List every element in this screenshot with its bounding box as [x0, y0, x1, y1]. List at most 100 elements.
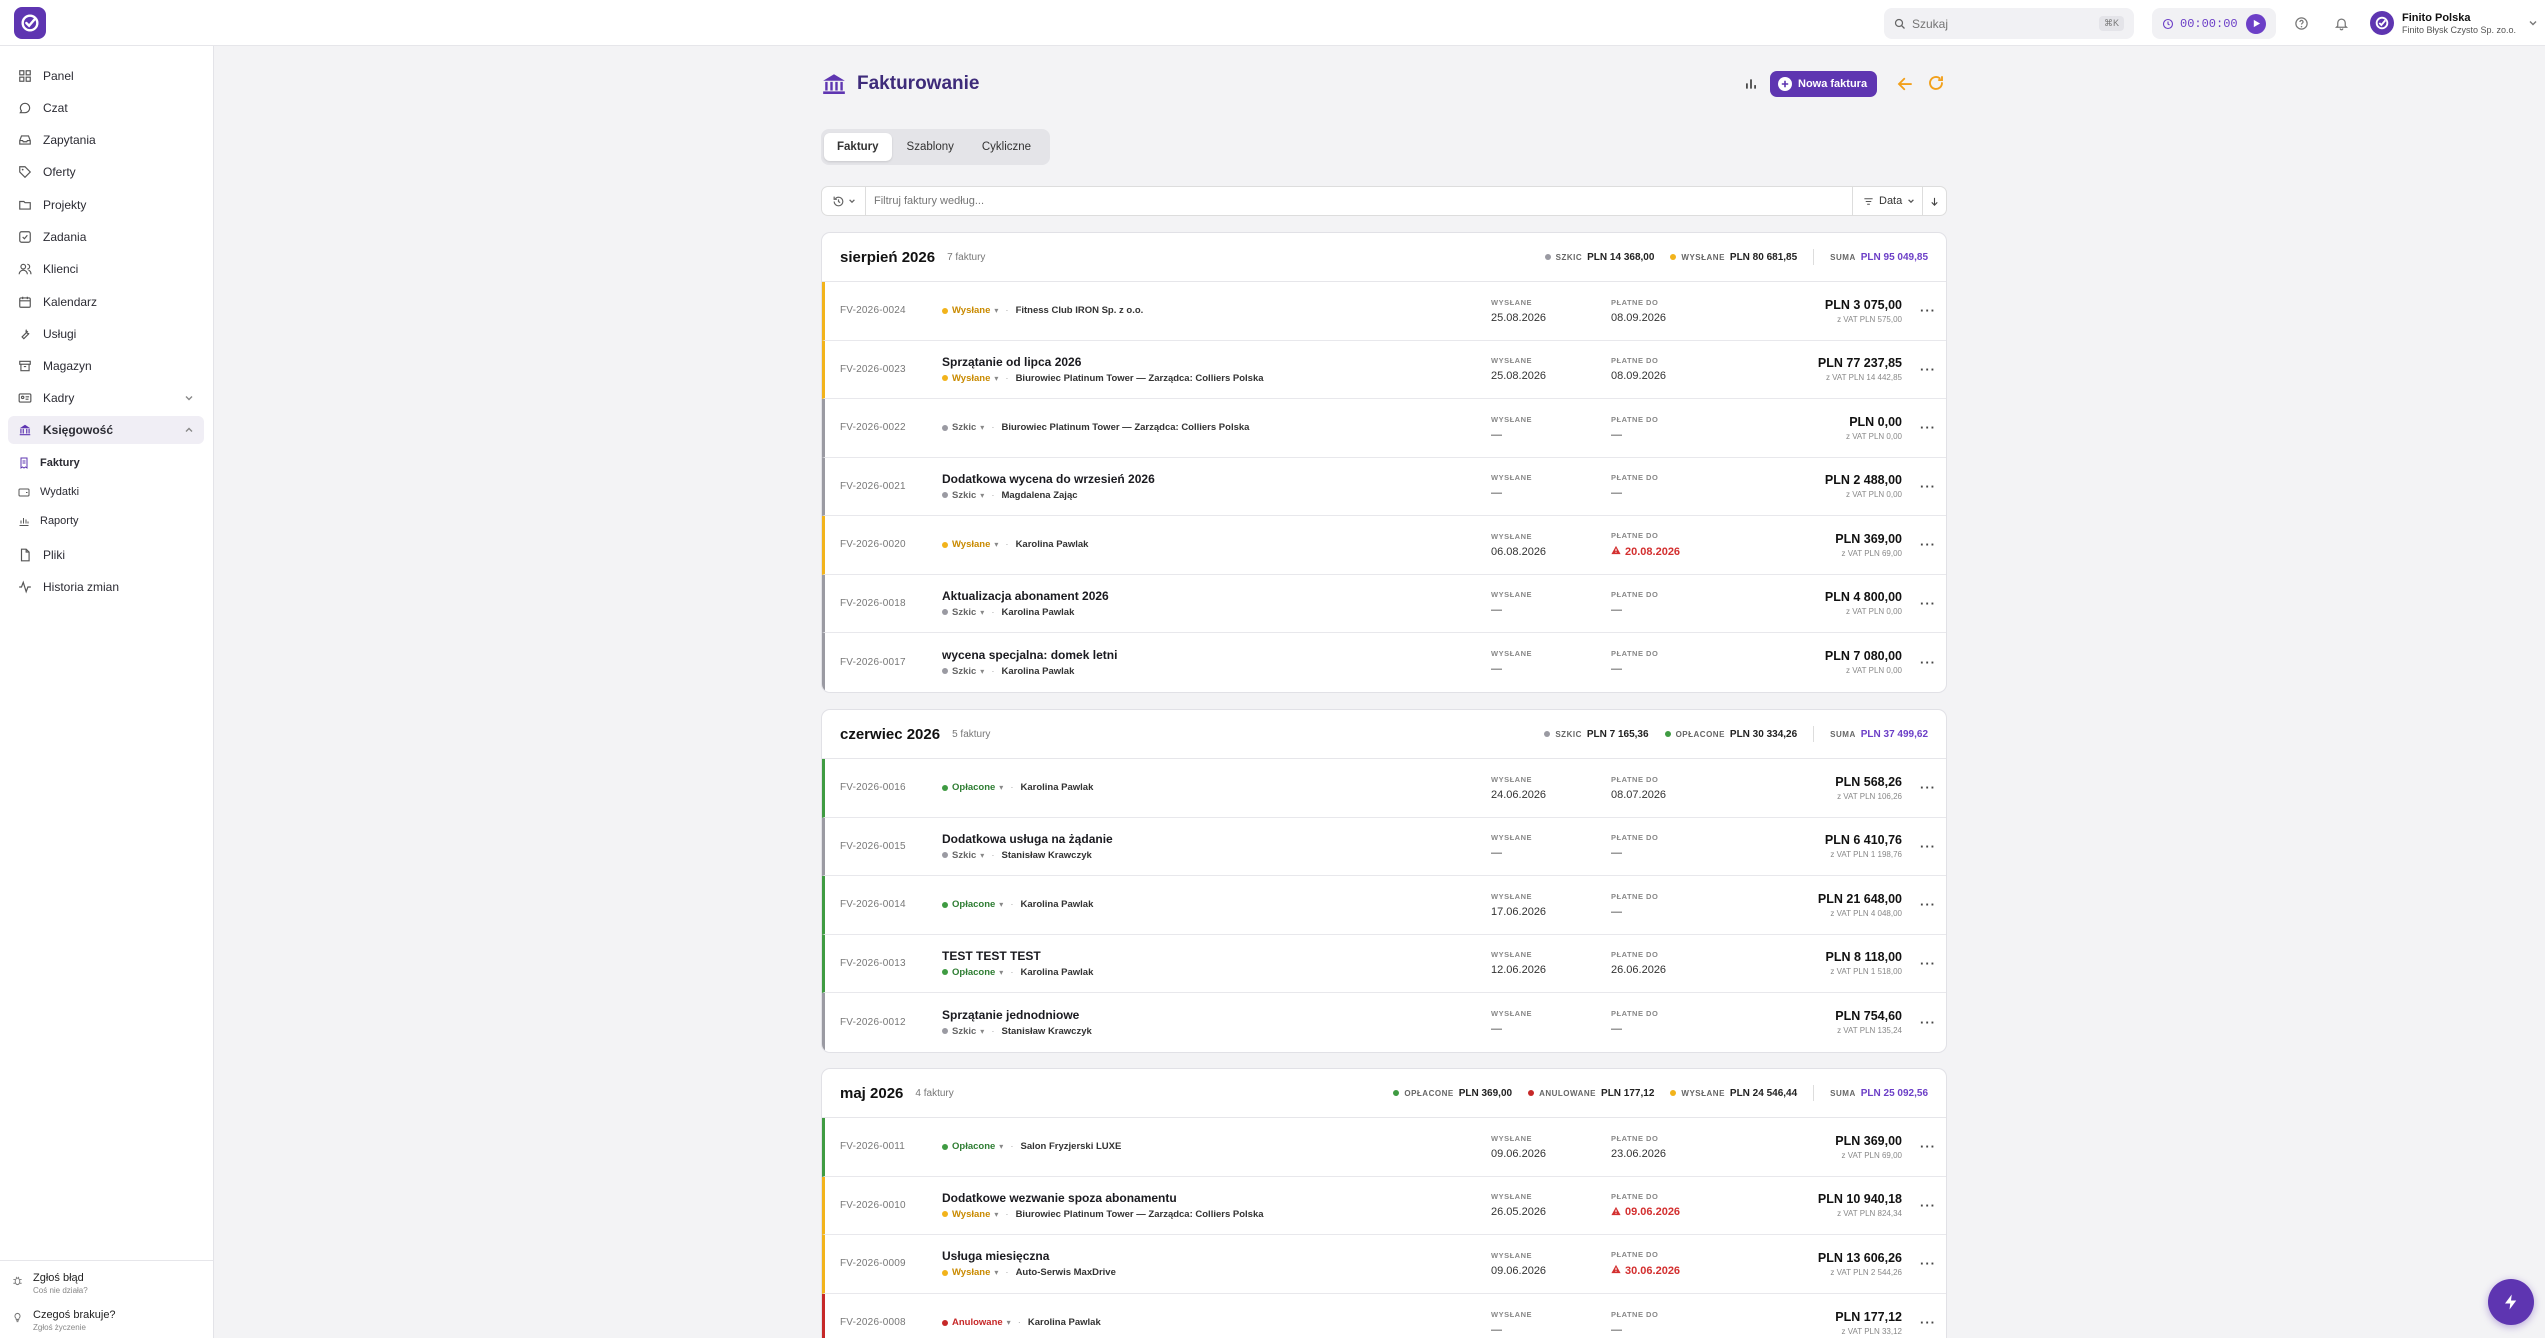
invoice-row[interactable]: FV-2026-0008 Anulowane ▾ · Karolina Pawlak WY… [822, 1293, 1946, 1338]
invoice-row[interactable]: FV-2026-0016 Opłacone ▾ · Karolina Pawlak WYS… [822, 759, 1946, 818]
status-badge[interactable]: Wysłane ▾ [942, 1267, 998, 1278]
client-name[interactable]: Karolina Pawlak [1027, 1317, 1101, 1329]
sidebar-item-oferty[interactable]: Oferty [8, 158, 204, 186]
more-options-icon[interactable]: ··· [1920, 478, 1936, 494]
sidebar-item-panel[interactable]: Panel [8, 62, 204, 90]
more-options-icon[interactable]: ··· [1920, 1014, 1936, 1030]
invoice-row[interactable]: FV-2026-0020 Wysłane ▾ · Karolina Pawlak WYSŁ… [822, 516, 1946, 575]
filter-input[interactable] [866, 195, 1852, 207]
invoice-row[interactable]: FV-2026-0024 Wysłane ▾ · Fitness Club IRON S… [822, 282, 1946, 341]
tab-szablony[interactable]: Szablony [906, 141, 954, 153]
status-badge[interactable]: Opłacone ▾ [942, 899, 1003, 910]
sidebar-item-historia-zmian[interactable]: Historia zmian [8, 573, 204, 601]
client-name[interactable]: Karolina Pawlak [1015, 539, 1089, 551]
more-options-icon[interactable]: ··· [1920, 420, 1936, 436]
more-options-icon[interactable]: ··· [1920, 955, 1936, 971]
status-badge[interactable]: Szkic ▾ [942, 607, 984, 618]
status-badge[interactable]: Anulowane ▾ [942, 1317, 1011, 1328]
status-badge[interactable]: Szkic ▾ [942, 1026, 984, 1037]
client-name[interactable]: Stanisław Krawczyk [1001, 849, 1092, 861]
status-badge[interactable]: Szkic ▾ [942, 422, 984, 433]
client-name[interactable]: Biurowiec Platinum Tower — Zarządca: Col… [1015, 372, 1264, 384]
sidebar-item-ksiegowosc[interactable]: Księgowość [8, 416, 204, 444]
sidebar-item-zapytania[interactable]: Zapytania [8, 126, 204, 154]
invoice-row[interactable]: FV-2026-0014 Opłacone ▾ · Karolina Pawlak WYS… [822, 876, 1946, 935]
help-button[interactable] [2292, 14, 2310, 32]
status-badge[interactable]: Opłacone ▾ [942, 782, 1003, 793]
sort-select[interactable]: Data [1852, 187, 1922, 215]
more-options-icon[interactable]: ··· [1920, 537, 1936, 553]
sidebar-subitem-faktury[interactable]: Faktury [18, 451, 204, 475]
more-options-icon[interactable]: ··· [1920, 303, 1936, 319]
more-options-icon[interactable]: ··· [1920, 1139, 1936, 1155]
invoice-row[interactable]: FV-2026-0010 Dodatkowe wezwanie spoza abo… [822, 1176, 1946, 1235]
invoice-row[interactable]: FV-2026-0018 Aktualizacja abonament 2026 S… [822, 574, 1946, 633]
report-bug-link[interactable]: Zgłoś błąd Coś nie działa? [12, 1272, 88, 1295]
more-options-icon[interactable]: ··· [1920, 838, 1936, 854]
tab-faktury[interactable]: Faktury [824, 133, 892, 161]
invoice-row[interactable]: FV-2026-0012 Sprzątanie jednodniowe Szkic ▾… [822, 993, 1946, 1052]
search-input[interactable] [1912, 16, 2092, 31]
client-name[interactable]: Karolina Pawlak [1020, 966, 1094, 978]
new-invoice-button[interactable]: Nowa faktura [1770, 71, 1878, 97]
sidebar-item-kalendarz[interactable]: Kalendarz [8, 288, 204, 316]
sort-direction-button[interactable] [1922, 187, 1946, 215]
client-name[interactable]: Karolina Pawlak [1001, 665, 1075, 677]
more-options-icon[interactable]: ··· [1920, 1315, 1936, 1331]
invoice-row[interactable]: FV-2026-0013 TEST TEST TEST Opłacone ▾ · Karo… [822, 934, 1946, 993]
sidebar-item-pliki[interactable]: Pliki [8, 541, 204, 569]
sidebar-item-uslugi[interactable]: Usługi [8, 320, 204, 348]
quick-action-button[interactable] [2488, 1279, 2534, 1325]
sidebar-item-projekty[interactable]: Projekty [8, 191, 204, 219]
status-badge[interactable]: Wysłane ▾ [942, 373, 998, 384]
invoice-row[interactable]: FV-2026-0011 Opłacone ▾ · Salon Fryzjerski L… [822, 1118, 1946, 1177]
sidebar-item-kadry[interactable]: Kadry [8, 384, 204, 412]
status-badge[interactable]: Wysłane ▾ [942, 1209, 998, 1220]
tab-cykliczne[interactable]: Cykliczne [981, 141, 1032, 153]
client-name[interactable]: Magdalena Zając [1001, 489, 1078, 501]
feature-request-link[interactable]: Czegoś brakuje? Zgłoś życzenie [12, 1309, 116, 1332]
notifications-button[interactable] [2332, 14, 2350, 32]
invoice-row[interactable]: FV-2026-0023 Sprzątanie od lipca 2026 Wysł… [822, 340, 1946, 399]
client-name[interactable]: Stanisław Krawczyk [1001, 1025, 1092, 1037]
sidebar-item-czat[interactable]: Czat [8, 94, 204, 122]
invoice-row[interactable]: FV-2026-0017 wycena specjalna: domek letn… [822, 633, 1946, 692]
more-options-icon[interactable]: ··· [1920, 361, 1936, 377]
status-badge[interactable]: Opłacone ▾ [942, 1141, 1003, 1152]
sidebar-item-klienci[interactable]: Klienci [8, 255, 204, 283]
refresh-button[interactable] [1927, 74, 1945, 92]
global-search[interactable]: ⌘K [1884, 8, 2134, 39]
sidebar-subitem-wydatki[interactable]: Wydatki [18, 480, 204, 504]
client-name[interactable]: Karolina Pawlak [1020, 782, 1094, 794]
more-options-icon[interactable]: ··· [1920, 780, 1936, 796]
client-name[interactable]: Biurowiec Platinum Tower — Zarządca: Col… [1015, 1208, 1264, 1220]
play-button[interactable] [2246, 13, 2266, 34]
invoice-row[interactable]: FV-2026-0009 Usługa miesięczna Wysłane ▾ · Au… [822, 1235, 1946, 1294]
invoice-row[interactable]: FV-2026-0022 Szkic ▾ · Biurowiec Platinum To… [822, 399, 1946, 458]
stats-button[interactable] [1742, 75, 1760, 93]
sidebar-item-zadania[interactable]: Zadania [8, 223, 204, 251]
status-badge[interactable]: Szkic ▾ [942, 850, 984, 861]
status-badge[interactable]: Wysłane ▾ [942, 539, 998, 550]
sidebar-subitem-raporty[interactable]: Raporty [18, 509, 204, 533]
invoice-row[interactable]: FV-2026-0021 Dodatkowa wycena do wrzesień… [822, 457, 1946, 516]
status-badge[interactable]: Szkic ▾ [942, 490, 984, 501]
status-badge[interactable]: Wysłane ▾ [942, 305, 998, 316]
status-badge[interactable]: Szkic ▾ [942, 666, 984, 677]
more-options-icon[interactable]: ··· [1920, 897, 1936, 913]
client-name[interactable]: Biurowiec Platinum Tower — Zarządca: Col… [1001, 422, 1250, 434]
client-name[interactable]: Auto-Serwis MaxDrive [1015, 1267, 1116, 1279]
history-filter-button[interactable] [822, 187, 866, 215]
account-switcher[interactable]: Finito Polska Finito Błysk Czysto Sp. zo… [2370, 7, 2538, 39]
app-logo[interactable] [14, 7, 46, 39]
more-options-icon[interactable]: ··· [1920, 1256, 1936, 1272]
status-badge[interactable]: Opłacone ▾ [942, 967, 1003, 978]
invoice-row[interactable]: FV-2026-0015 Dodatkowa usługa na żądanie S… [822, 817, 1946, 876]
sidebar-item-magazyn[interactable]: Magazyn [8, 352, 204, 380]
client-name[interactable]: Fitness Club IRON Sp. z o.o. [1015, 305, 1144, 317]
client-name[interactable]: Salon Fryzjerski LUXE [1020, 1141, 1122, 1153]
more-options-icon[interactable]: ··· [1920, 654, 1936, 670]
more-options-icon[interactable]: ··· [1920, 1197, 1936, 1213]
client-name[interactable]: Karolina Pawlak [1001, 606, 1075, 618]
time-tracker[interactable]: 00:00:00 [2152, 8, 2276, 39]
